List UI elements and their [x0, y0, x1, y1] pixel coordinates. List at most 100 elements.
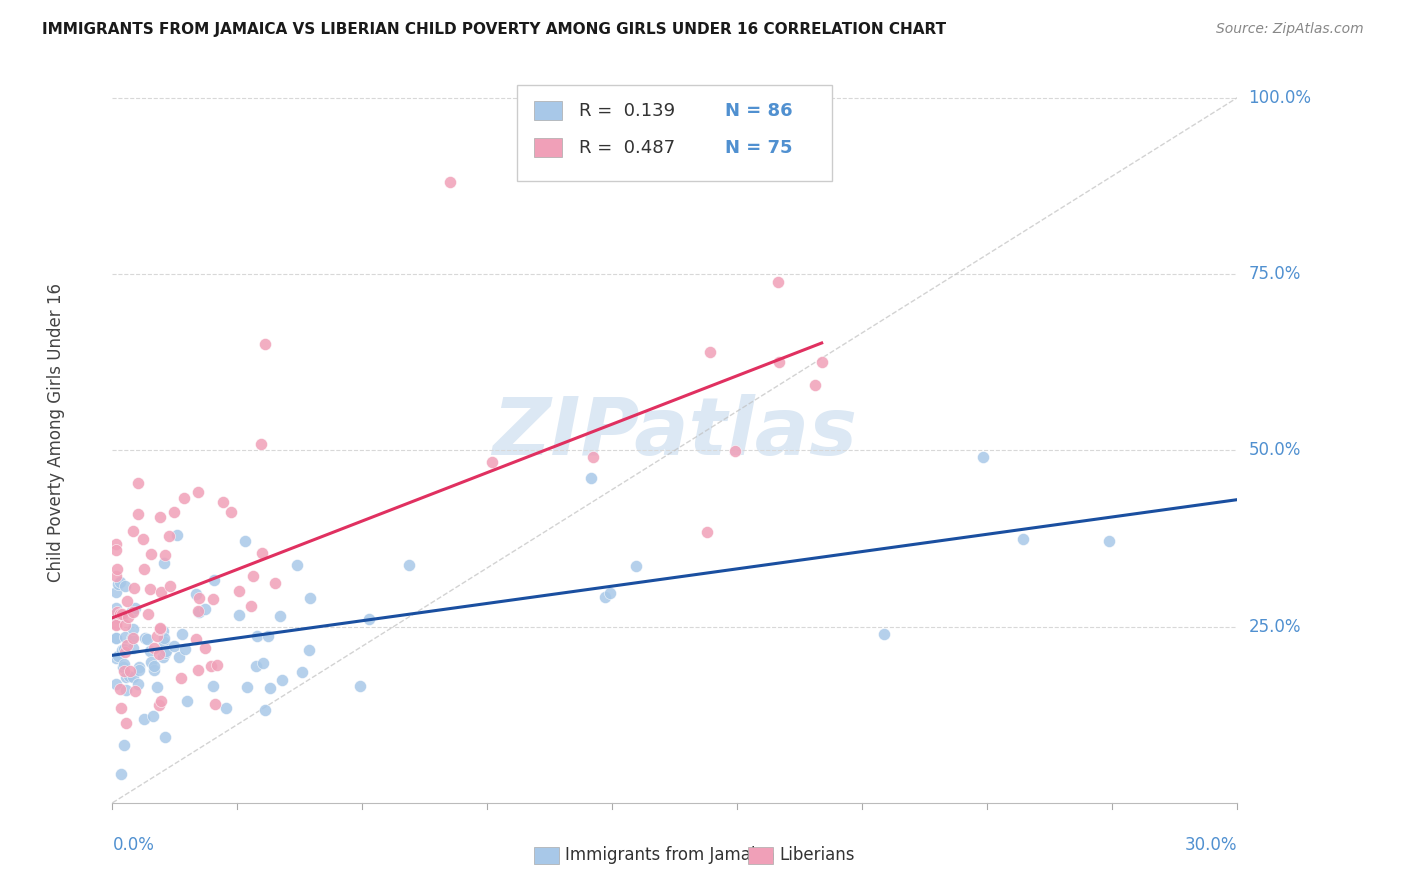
Point: [252, 656, 274, 670]
Point: [291, 665, 314, 679]
Point: [115, 594, 138, 608]
Point: [111, 660, 134, 674]
Point: [153, 631, 176, 645]
Point: [105, 650, 128, 665]
Point: [105, 562, 128, 576]
Point: [228, 608, 250, 623]
FancyBboxPatch shape: [517, 85, 832, 181]
Point: [201, 591, 224, 606]
Point: [233, 534, 256, 549]
Point: [245, 659, 267, 673]
Text: Source: ZipAtlas.com: Source: ZipAtlas.com: [1216, 22, 1364, 37]
Point: [132, 562, 155, 576]
Point: [254, 337, 277, 351]
Point: [143, 640, 166, 655]
Point: [134, 712, 156, 726]
Point: [114, 579, 136, 593]
Point: [873, 627, 896, 641]
Text: Child Poverty Among Girls Under 16: Child Poverty Among Girls Under 16: [48, 283, 65, 582]
Point: [136, 607, 159, 621]
Point: [124, 601, 146, 615]
Point: [264, 576, 287, 591]
Point: [269, 609, 291, 624]
Point: [162, 639, 184, 653]
Point: [176, 694, 198, 708]
FancyBboxPatch shape: [748, 847, 773, 863]
Point: [117, 609, 139, 624]
Text: IMMIGRANTS FROM JAMAICA VS LIBERIAN CHILD POVERTY AMONG GIRLS UNDER 16 CORRELATI: IMMIGRANTS FROM JAMAICA VS LIBERIAN CHIL…: [42, 22, 946, 37]
Text: 75.0%: 75.0%: [1249, 265, 1301, 283]
Point: [112, 664, 135, 678]
Point: [121, 604, 143, 618]
Point: [127, 476, 149, 491]
Text: 100.0%: 100.0%: [1249, 88, 1312, 107]
Point: [155, 643, 177, 657]
Point: [105, 631, 128, 645]
Point: [152, 624, 174, 639]
FancyBboxPatch shape: [534, 102, 562, 120]
Point: [236, 680, 259, 694]
Point: [256, 629, 278, 643]
Point: [122, 670, 145, 684]
Point: [696, 525, 718, 540]
Point: [121, 631, 143, 645]
Point: [115, 683, 138, 698]
Point: [105, 617, 128, 632]
FancyBboxPatch shape: [534, 138, 562, 157]
Point: [187, 484, 209, 499]
Point: [150, 694, 173, 708]
Point: [138, 644, 160, 658]
Point: [250, 546, 273, 560]
Point: [810, 354, 832, 368]
Point: [148, 647, 170, 661]
Point: [105, 631, 128, 645]
Point: [114, 645, 136, 659]
Text: ZIPatlas: ZIPatlas: [492, 393, 858, 472]
Point: [155, 548, 177, 562]
Point: [142, 708, 165, 723]
Point: [699, 345, 721, 359]
Point: [107, 648, 129, 663]
Point: [124, 581, 146, 595]
Point: [170, 627, 193, 641]
Point: [439, 175, 461, 189]
Text: Immigrants from Jamaica: Immigrants from Jamaica: [565, 846, 775, 863]
Point: [112, 738, 135, 752]
FancyBboxPatch shape: [534, 847, 560, 863]
Point: [122, 524, 145, 539]
Point: [134, 631, 156, 645]
Point: [246, 629, 269, 643]
Point: [111, 609, 134, 624]
Point: [624, 559, 647, 574]
Point: [105, 610, 128, 624]
Point: [105, 585, 128, 599]
Point: [200, 659, 222, 673]
Point: [149, 621, 172, 635]
Point: [128, 660, 150, 674]
Point: [105, 605, 128, 619]
Text: N = 75: N = 75: [725, 138, 793, 157]
Point: [159, 579, 181, 593]
Point: [187, 663, 209, 677]
Point: [122, 622, 145, 636]
Point: [163, 506, 186, 520]
Point: [127, 507, 149, 521]
Point: [107, 576, 129, 591]
Point: [118, 669, 141, 683]
Point: [169, 649, 191, 664]
Point: [110, 701, 132, 715]
Point: [972, 450, 994, 465]
Point: [135, 632, 157, 647]
Point: [599, 586, 621, 600]
Point: [105, 601, 128, 615]
Point: [194, 602, 217, 616]
Point: [166, 528, 188, 542]
Point: [187, 604, 209, 618]
Point: [359, 611, 381, 625]
Point: [149, 509, 172, 524]
Point: [174, 642, 197, 657]
Point: [122, 605, 145, 619]
Point: [593, 590, 616, 604]
Point: [723, 443, 745, 458]
Point: [139, 582, 162, 596]
